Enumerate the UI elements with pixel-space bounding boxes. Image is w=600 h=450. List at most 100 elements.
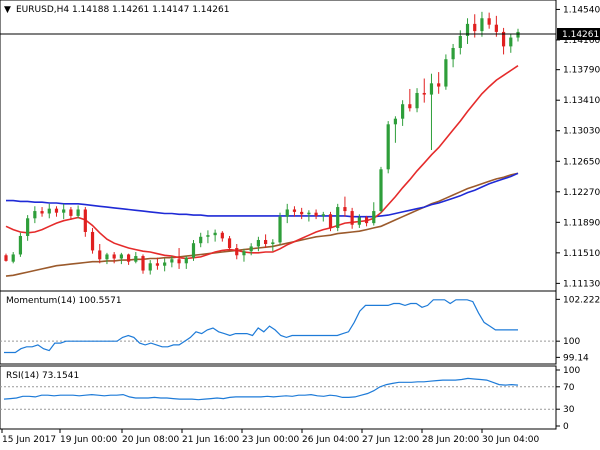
- candle: [11, 252, 15, 264]
- time-tick-label: 20 Jun 08:00: [122, 435, 179, 445]
- candle-body: [408, 104, 412, 109]
- candle-body: [473, 23, 477, 32]
- price-axis: 1.14540 1.14160 1.13790 1.13410 1.13030 1.126…: [556, 5, 600, 289]
- candle: [336, 203, 340, 232]
- candle: [33, 206, 37, 224]
- candle-body: [11, 254, 15, 262]
- candle-body: [336, 207, 340, 228]
- candle: [227, 235, 232, 251]
- candle-body: [206, 235, 210, 237]
- candle: [242, 248, 246, 262]
- price-panel: ▼ EURUSD,H4 1.14188 1.14261 1.14147 1.14…: [0, 0, 557, 292]
- candle: [285, 203, 289, 224]
- candle: [220, 231, 224, 242]
- candle: [401, 100, 405, 126]
- time-axis: 15 Jun 2017 19 Jun 00:00 20 Jun 08:00 21 Ju…: [1, 429, 539, 445]
- candle: [170, 256, 174, 268]
- momentum-panel: Momentum(14) 100.5571: [0, 290, 557, 365]
- candle-body: [112, 254, 116, 259]
- time-tick-label: 23 Jun 00:00: [242, 435, 299, 445]
- price-tick-label: 1.14160: [563, 36, 600, 46]
- candle-body: [119, 254, 123, 259]
- candle: [163, 258, 167, 272]
- candle: [119, 252, 123, 265]
- time-tick-label: 19 Jun 00:00: [60, 435, 117, 445]
- current-price-tag-bg: [557, 28, 600, 40]
- candle-body: [271, 242, 275, 245]
- candle-body: [372, 211, 376, 224]
- price-tick-label: 1.11890: [563, 218, 600, 228]
- candle-body: [307, 212, 311, 215]
- time-tick-label: 26 Jun 04:00: [302, 435, 359, 445]
- time-tick-label: 21 Jun 16:00: [182, 435, 239, 445]
- candle-body: [4, 255, 8, 261]
- candle: [509, 33, 513, 53]
- price-tick-label: 1.12650: [563, 157, 600, 167]
- symbol-collapse-icon[interactable]: ▼: [4, 5, 11, 15]
- candle: [372, 202, 376, 226]
- time-tick-label: 28 Jun 20:00: [422, 435, 479, 445]
- candle: [199, 232, 203, 248]
- candle: [379, 166, 383, 213]
- candle-body: [98, 250, 102, 260]
- candle-body: [199, 236, 203, 244]
- current-price-tag: 1.14261: [557, 28, 600, 40]
- candle: [415, 88, 419, 113]
- candle-body: [300, 211, 304, 215]
- ma-slow-line: [5, 172, 519, 277]
- candle: [141, 254, 145, 274]
- candle-body: [155, 263, 160, 266]
- candle: [184, 256, 188, 269]
- candle: [487, 12, 491, 29]
- rsi-tick-label: 0: [563, 422, 569, 432]
- candle: [206, 230, 210, 244]
- candle-body: [437, 83, 441, 87]
- candle: [451, 43, 455, 68]
- candle: [98, 244, 102, 264]
- time-tick-label: 27 Jun 12:00: [362, 435, 419, 445]
- candle-body: [177, 259, 181, 264]
- current-price-label: 1.14261: [562, 30, 599, 40]
- candle-body: [328, 214, 333, 228]
- candle-body: [256, 239, 260, 247]
- candle-body: [220, 232, 224, 239]
- candle: [494, 15, 498, 37]
- candle-body: [451, 47, 455, 60]
- candle-body: [343, 207, 347, 212]
- candle-body: [314, 212, 318, 216]
- candle: [112, 252, 116, 264]
- momentum-line: [4, 299, 518, 354]
- price-tick-label: 1.11130: [563, 279, 600, 289]
- candle: [264, 234, 268, 249]
- candle: [235, 244, 239, 260]
- candle: [343, 196, 347, 217]
- candle: [18, 232, 23, 257]
- candle-body: [249, 246, 253, 252]
- candle-body: [415, 92, 419, 109]
- candle-body: [163, 262, 167, 266]
- candle: [437, 72, 441, 94]
- rsi-title: RSI(14) 73.1541: [6, 371, 79, 381]
- candle: [40, 207, 44, 217]
- candle: [350, 207, 354, 229]
- candle-body: [26, 218, 30, 236]
- rsi-tick-label: 70: [563, 383, 575, 393]
- candle-body: [69, 209, 73, 216]
- candle-body: [509, 37, 513, 47]
- price-tick-label: 1.11510: [563, 249, 600, 259]
- candle-body: [213, 232, 217, 236]
- ma-mid-line: [6, 172, 519, 218]
- candle-body: [393, 118, 398, 125]
- ma-fast-line: [5, 65, 519, 260]
- price-panel-frame: [0, 0, 557, 292]
- momentum-tick-label: 99.14: [563, 353, 589, 363]
- candle: [357, 214, 361, 228]
- candle-body: [227, 238, 232, 249]
- candle-body: [350, 211, 354, 225]
- candle-body: [292, 209, 297, 212]
- candle: [429, 73, 434, 151]
- momentum-axis: 102.2222 100 99.14: [556, 295, 600, 363]
- candle: [501, 27, 506, 55]
- candle-body: [264, 239, 268, 245]
- candle: [480, 11, 484, 37]
